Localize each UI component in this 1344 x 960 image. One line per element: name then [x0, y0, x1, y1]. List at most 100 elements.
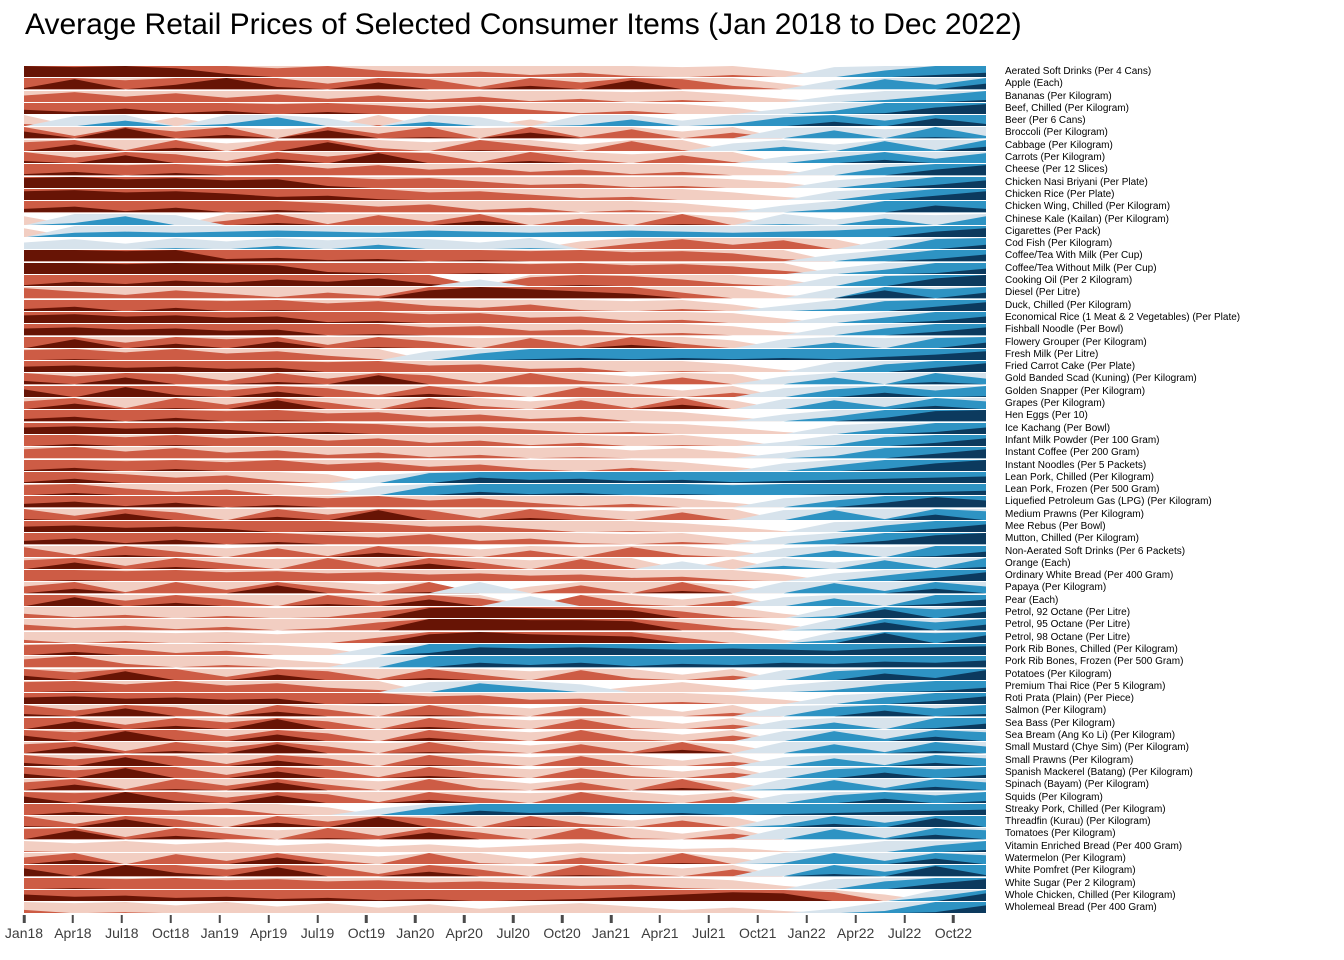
horizon-row	[24, 791, 986, 804]
row-label: Sea Bream (Ang Ko Li) (Per Kilogram)	[1005, 730, 1176, 742]
row-label: Carrots (Per Kilogram)	[1005, 152, 1106, 164]
horizon-row	[24, 582, 986, 594]
row-label: Beef, Chilled (Per Kilogram)	[1005, 102, 1129, 114]
horizon-row	[24, 385, 986, 398]
horizon-row	[24, 299, 986, 312]
row-label: Papaya (Per Kilogram)	[1005, 582, 1107, 594]
horizon-row	[24, 730, 986, 742]
row-label: Roti Prata (Plain) (Per Piece)	[1005, 693, 1134, 705]
horizon-row	[24, 176, 986, 189]
horizon-row	[24, 250, 986, 262]
axis-tick-label: Apr19	[249, 925, 288, 941]
row-label: Beer (Per 6 Cans)	[1005, 115, 1086, 127]
horizon-row	[24, 680, 986, 693]
row-label: Threadfin (Kurau) (Per Kilogram)	[1005, 816, 1151, 828]
horizon-row	[24, 631, 986, 644]
horizon-row	[24, 90, 986, 103]
row-label: Coffee/Tea With Milk (Per Cup)	[1005, 250, 1143, 262]
axis-tick	[707, 915, 711, 923]
row-label: Hen Eggs (Per 10)	[1005, 410, 1088, 422]
row-label: Cheese (Per 12 Slices)	[1005, 164, 1108, 176]
axis-tick-label: Jan22	[787, 925, 826, 941]
horizon-row	[24, 557, 986, 570]
row-label: Vitamin Enriched Bread (Per 400 Gram)	[1005, 840, 1183, 852]
row-label: Cigarettes (Per Pack)	[1005, 225, 1101, 237]
row-label: Duck, Chilled (Per Kilogram)	[1005, 299, 1132, 311]
horizon-row	[24, 594, 986, 607]
horizon-row	[24, 213, 986, 226]
chart-title: Average Retail Prices of Selected Consum…	[25, 8, 1022, 41]
horizon-row	[24, 410, 986, 422]
horizon-row	[24, 152, 986, 164]
horizon-row	[24, 225, 986, 238]
row-label: Pork Rib Bones, Chilled (Per Kilogram)	[1005, 643, 1178, 655]
horizon-plot	[24, 66, 986, 914]
horizon-row	[24, 619, 986, 631]
row-label: Grapes (Per Kilogram)	[1005, 398, 1106, 410]
axis-tick-label: Jul18	[105, 925, 139, 941]
axis-tick-label: Apr22	[836, 925, 875, 941]
axis-tick-label: Jul20	[496, 925, 530, 941]
horizon-row	[24, 422, 986, 435]
axis-tick-label: Oct20	[543, 925, 581, 941]
horizon-row	[24, 902, 986, 914]
axis-tick	[365, 915, 368, 923]
row-label: Liquefied Petroleum Gas (LPG) (Per Kilog…	[1005, 496, 1212, 508]
row-label: Pork Rib Bones, Frozen (Per 500 Gram)	[1005, 656, 1184, 668]
row-label: Chicken Rice (Per Plate)	[1005, 188, 1115, 200]
row-label: White Sugar (Per 2 Kilogram)	[1005, 877, 1136, 889]
horizon-row	[24, 471, 986, 484]
row-label: Petrol, 92 Octane (Per Litre)	[1005, 607, 1131, 619]
row-label: Spinach (Bayam) (Per Kilogram)	[1005, 779, 1149, 791]
axis-tick	[22, 915, 26, 923]
row-label: Chicken Nasi Briyani (Per Plate)	[1005, 176, 1148, 188]
horizon-row	[24, 115, 986, 127]
row-label: Potatoes (Per Kilogram)	[1005, 668, 1112, 680]
row-label: Instant Coffee (Per 200 Gram)	[1005, 447, 1140, 459]
horizon-row	[24, 201, 986, 213]
axis-tick-label: Jul22	[887, 925, 922, 941]
horizon-row	[24, 766, 986, 779]
axis-tick	[609, 915, 613, 923]
axis-tick-label: Jul21	[692, 925, 726, 941]
horizon-row	[24, 238, 986, 250]
row-label: Mee Rebus (Per Bowl)	[1005, 520, 1106, 532]
row-label: Apple (Each)	[1005, 78, 1063, 90]
axis-tick	[169, 915, 172, 923]
row-label: Squids (Per Kilogram)	[1005, 791, 1103, 803]
horizon-row	[24, 828, 986, 840]
row-label: Watermelon (Per Kilogram)	[1005, 853, 1126, 864]
axis-tick	[71, 915, 75, 923]
row-label: Diesel (Per Litre)	[1005, 287, 1081, 299]
axis-tick	[218, 915, 221, 923]
row-label: Petrol, 95 Octane (Per Litre)	[1005, 619, 1131, 631]
row-label: Lean Pork, Frozen (Per 500 Gram)	[1005, 484, 1160, 496]
axis-tick	[120, 915, 124, 923]
horizon-row	[24, 705, 986, 717]
horizon-row	[24, 275, 986, 287]
x-axis: Jan18 Apr18 Jul18 Oct18 Jan19 Apr19 Jul19 Oct19…	[5, 915, 1024, 955]
axis-tick-label: Oct18	[152, 925, 190, 941]
axis-tick	[267, 915, 270, 923]
axis-tick-label: Apr21	[641, 925, 679, 941]
axis-tick	[903, 915, 906, 923]
horizon-row	[24, 188, 986, 201]
row-label: Cod Fish (Per Kilogram)	[1005, 238, 1113, 250]
row-label: Wholemeal Bread (Per 400 Gram)	[1005, 902, 1157, 914]
axis-tick-label: Apr20	[445, 925, 483, 941]
row-label: Tomatoes (Per Kilogram)	[1005, 828, 1116, 840]
horizon-row	[24, 398, 986, 410]
horizon-row	[24, 127, 986, 139]
horizon-row	[24, 803, 986, 816]
row-label: Cabbage (Per Kilogram)	[1005, 139, 1113, 151]
row-label: Coffee/Tea Without Milk (Per Cup)	[1005, 262, 1157, 274]
axis-tick-label: Jan20	[396, 925, 435, 941]
horizon-row	[24, 164, 986, 176]
axis-tick	[658, 915, 662, 923]
row-label: Fried Carrot Cake (Per Plate)	[1005, 361, 1136, 373]
axis-tick-label: Jan18	[4, 925, 44, 941]
horizon-row	[24, 889, 986, 902]
horizon-row	[24, 311, 986, 324]
horizon-row	[24, 865, 986, 877]
horizon-row	[24, 607, 986, 619]
